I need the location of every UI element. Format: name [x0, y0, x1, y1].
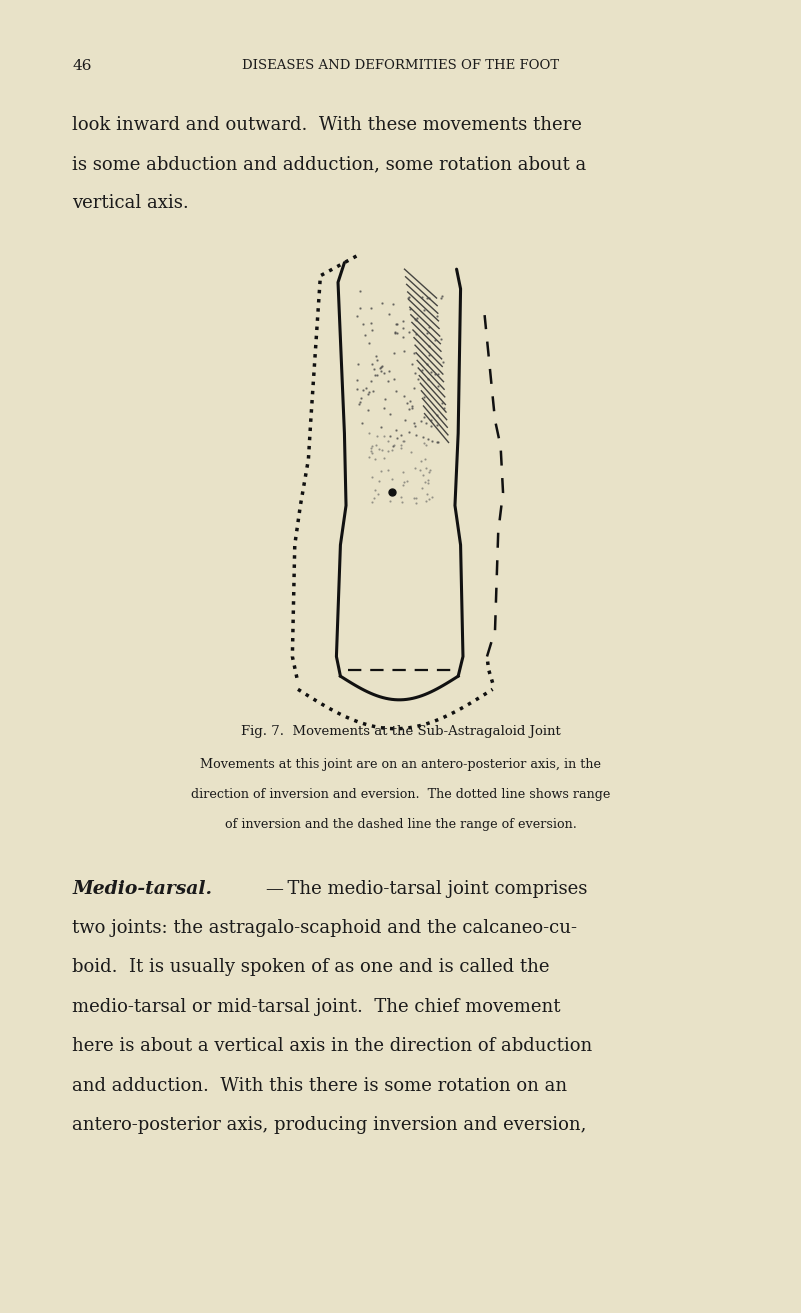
Text: vertical axis.: vertical axis.: [72, 194, 189, 213]
Text: Movements at this joint are on an antero-posterior axis, in the: Movements at this joint are on an antero…: [200, 758, 601, 771]
Text: DISEASES AND DEFORMITIES OF THE FOOT: DISEASES AND DEFORMITIES OF THE FOOT: [242, 59, 559, 72]
Text: here is about a vertical axis in the direction of abduction: here is about a vertical axis in the dir…: [72, 1037, 593, 1056]
Text: and adduction.  With this there is some rotation on an: and adduction. With this there is some r…: [72, 1077, 567, 1095]
Text: Medio-tarsal.: Medio-tarsal.: [72, 880, 212, 898]
Text: medio-tarsal or mid-tarsal joint.  The chief movement: medio-tarsal or mid-tarsal joint. The ch…: [72, 998, 561, 1016]
Text: of inversion and the dashed line the range of eversion.: of inversion and the dashed line the ran…: [224, 818, 577, 831]
Text: two joints: the astragalo-scaphoid and the calcaneo-cu-: two joints: the astragalo-scaphoid and t…: [72, 919, 577, 937]
Text: 46: 46: [72, 59, 91, 74]
Text: boid.  It is usually spoken of as one and is called the: boid. It is usually spoken of as one and…: [72, 958, 549, 977]
Text: antero-posterior axis, producing inversion and eversion,: antero-posterior axis, producing inversi…: [72, 1116, 586, 1134]
Text: is some abduction and adduction, some rotation about a: is some abduction and adduction, some ro…: [72, 155, 586, 173]
Text: Fig. 7.  Movements at the Sub-Astragaloid Joint: Fig. 7. Movements at the Sub-Astragaloid…: [240, 725, 561, 738]
Text: look inward and outward.  With these movements there: look inward and outward. With these move…: [72, 116, 582, 134]
Text: direction of inversion and eversion.  The dotted line shows range: direction of inversion and eversion. The…: [191, 788, 610, 801]
Text: — The medio-tarsal joint comprises: — The medio-tarsal joint comprises: [266, 880, 587, 898]
